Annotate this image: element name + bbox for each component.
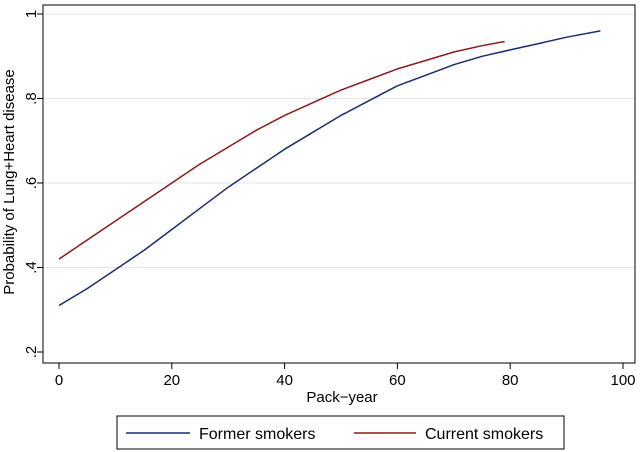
x-tick-label: 100 — [610, 372, 635, 389]
y-axis-title: Probability of Lung+Heart disease — [1, 69, 18, 295]
x-tick-label: 0 — [55, 372, 63, 389]
x-axis: 0 20 40 60 80 100 — [55, 363, 636, 389]
y-tick-label: .2 — [23, 346, 40, 359]
x-tick-label: 40 — [276, 372, 293, 389]
plot-area-frame — [42, 4, 636, 364]
y-tick-label: .8 — [23, 92, 40, 105]
series-lines — [58, 30, 601, 307]
legend-label-former-smokers: Former smokers — [199, 426, 315, 443]
series-line-former-smokers — [58, 30, 601, 307]
grid-lines — [43, 13, 635, 268]
y-tick-label: .4 — [23, 261, 40, 274]
series-line-current-smokers — [58, 40, 505, 260]
x-tick-label: 20 — [163, 372, 180, 389]
legend: Former smokers Current smokers — [116, 415, 565, 450]
x-axis-title: Pack−year — [306, 389, 377, 406]
y-axis: .2 .4 .6 .8 1 — [23, 10, 43, 358]
legend-label-current-smokers: Current smokers — [425, 426, 543, 443]
x-tick-label: 80 — [502, 372, 519, 389]
y-tick-label: 1 — [23, 10, 40, 18]
legend-box — [116, 415, 565, 450]
y-tick-label: .6 — [23, 177, 40, 190]
x-tick-label: 60 — [389, 372, 406, 389]
